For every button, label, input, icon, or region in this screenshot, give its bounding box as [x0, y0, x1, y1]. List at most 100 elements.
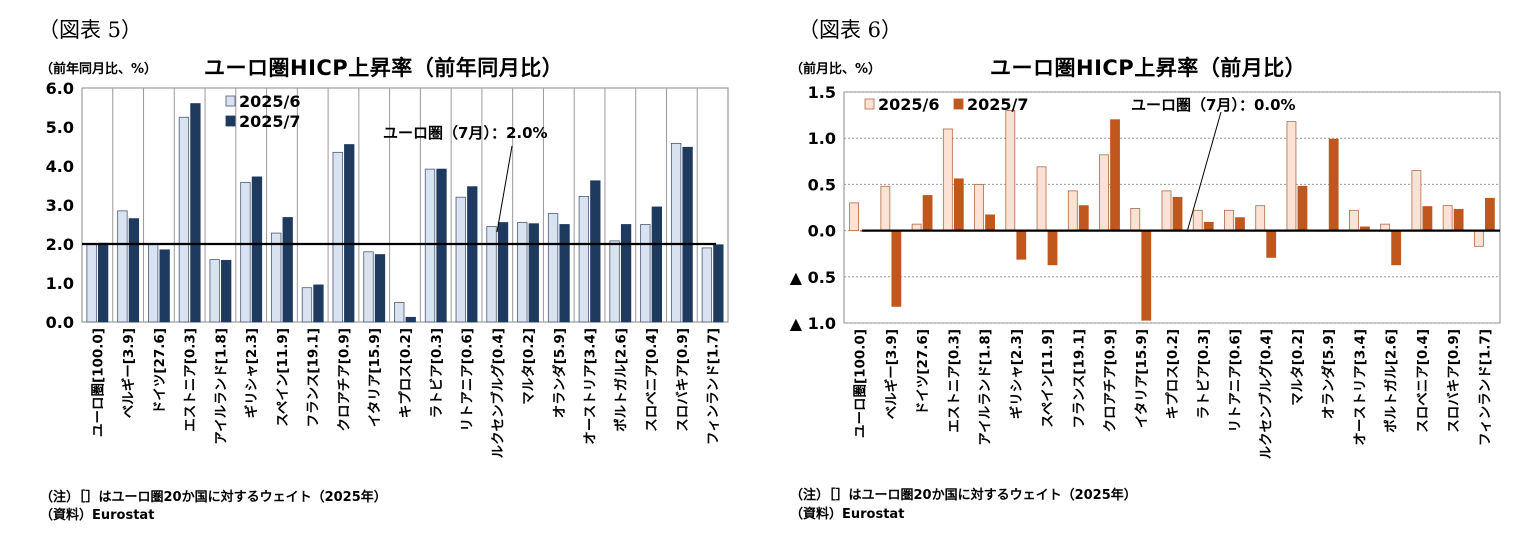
bar [1484, 197, 1495, 231]
bar [974, 183, 984, 231]
x-tick-label: マルタ[0.2] [521, 328, 537, 405]
legend-label: 2025/7 [239, 112, 301, 131]
y-tick-label: 1.5 [808, 83, 836, 102]
x-tick-label: エストニア[0.3] [183, 328, 199, 432]
legend-label: 2025/6 [878, 95, 940, 114]
bar [486, 226, 497, 323]
bar [1349, 209, 1359, 232]
x-tick-label: ベルギー[3.9] [884, 329, 900, 419]
chart-title: ユーロ圏HICP上昇率（前月比） [990, 56, 1307, 80]
bar [190, 103, 201, 323]
x-tick-label: ギリシャ[2.3] [244, 328, 260, 418]
x-tick-label: オーストリア[3.4] [583, 328, 599, 445]
source: （資料）Eurostat [40, 508, 155, 523]
plot-frame [843, 91, 1501, 324]
chart-title: ユーロ圏HICP上昇率（前年同月比） [204, 56, 564, 80]
x-tick-label: スロバキア[0.9] [1446, 329, 1462, 433]
bar [363, 251, 374, 323]
x-tick-label: ギリシャ[2.3] [1009, 329, 1025, 419]
bar [282, 217, 293, 323]
bar [849, 202, 860, 232]
x-tick-label: スロベニア[0.4] [644, 328, 660, 432]
bar [1442, 205, 1453, 231]
bar [620, 224, 632, 323]
bar [271, 232, 282, 323]
bar [651, 206, 662, 323]
bar [1453, 208, 1464, 232]
bar [251, 176, 263, 323]
unit-label: （前月比、%） [790, 62, 882, 77]
annotation-pointer [1186, 111, 1222, 233]
bar-chart: 0.0 1.0 2.0 3.0 4.0 5.0 6.0 ユーロ圏[100.0] ベルギー[3.9… [46, 79, 729, 458]
y-tick-label: ▲ 1.0 [790, 314, 836, 333]
y-tick-label: 0.0 [46, 313, 74, 332]
chart-panel-left: （図表 5） （前年同月比、%） ユーロ圏HICP上昇率（前年同月比） 0.0 1… [38, 18, 729, 523]
bar [405, 316, 416, 323]
bar [701, 247, 713, 323]
annotation-pointer [496, 145, 513, 233]
legend-swatch [953, 98, 964, 110]
x-tick-label: ユーロ圏[100.0] [853, 329, 869, 438]
bar [1130, 208, 1141, 231]
bar [528, 223, 539, 323]
y-tick-label: 5.0 [46, 118, 74, 137]
bar [1110, 119, 1120, 231]
bar [178, 116, 190, 323]
x-tick-label: キプロス[0.2] [1165, 329, 1181, 419]
x-tick-label: オーストリア[3.4] [1352, 329, 1368, 446]
legend-label: 2025/7 [967, 95, 1029, 114]
x-tick-label: マルタ[0.2] [1290, 329, 1306, 406]
x-tick-label: アイルランド[1.8] [978, 329, 994, 446]
bar [1078, 205, 1089, 231]
bar-chart: ▲ 1.0 ▲ 0.5 0.0 0.5 1.0 1.5 ユーロ圏[100.0] ベルギー[3.… [790, 83, 1501, 459]
bar [159, 249, 170, 323]
bar [1235, 217, 1245, 232]
y-tick-label: 0.5 [808, 175, 836, 194]
x-tick-label: オランダ[5.9] [551, 328, 568, 418]
x-tick-label: アイルランド[1.8] [213, 328, 229, 445]
y-tick-label: ▲ 0.5 [790, 268, 836, 287]
bar [517, 222, 528, 323]
bar [148, 243, 159, 323]
x-tick-label: スペイン[11.9] [275, 328, 291, 427]
x-tick-label: フランス[19.1] [1071, 329, 1087, 428]
y-tick-label: 0.0 [808, 222, 836, 241]
annotation-text: ユーロ圏（7月）：2.0% [383, 124, 548, 142]
bar [467, 186, 478, 323]
x-tick-label: ポルトガル[2.6] [1383, 329, 1400, 433]
bar [424, 168, 436, 323]
unit-label: （前年同月比、%） [40, 62, 158, 77]
legend-swatch [225, 115, 236, 127]
x-tick-label: ドイツ[27.6] [915, 329, 931, 415]
note: （注）［］はユーロ圏20か国に対するウェイト（2025年） [790, 488, 1137, 503]
bar [547, 213, 559, 323]
y-tick-label: 1.0 [46, 274, 74, 293]
bar [1297, 185, 1308, 232]
bar [1047, 230, 1058, 266]
x-tick-label: ルクセンブルグ[0.4] [489, 328, 506, 458]
bar [1005, 110, 1016, 232]
bar [1203, 221, 1214, 231]
x-tick-label: ベルギー[3.9] [121, 328, 137, 418]
bar [313, 284, 324, 323]
bar [578, 196, 589, 323]
bar [1286, 121, 1297, 231]
bar [953, 178, 964, 232]
x-tick-label: オランダ[5.9] [1320, 329, 1337, 419]
bar [332, 151, 343, 323]
x-tick-label: スロバキア[0.9] [675, 328, 691, 432]
bar [1391, 230, 1402, 266]
bar [609, 240, 620, 323]
bar [301, 287, 313, 323]
bar [240, 181, 251, 323]
y-tick-label: 6.0 [46, 79, 74, 98]
bar [128, 218, 140, 323]
bar [1067, 190, 1078, 231]
x-tick-label: ユーロ圏[100.0] [90, 328, 106, 437]
bar [86, 243, 97, 323]
bar [1328, 138, 1339, 231]
bar [922, 195, 933, 232]
bar [1141, 230, 1152, 321]
x-tick-label: フランス[19.1] [306, 328, 322, 427]
x-tick-label: イタリア[15.9] [367, 328, 383, 427]
